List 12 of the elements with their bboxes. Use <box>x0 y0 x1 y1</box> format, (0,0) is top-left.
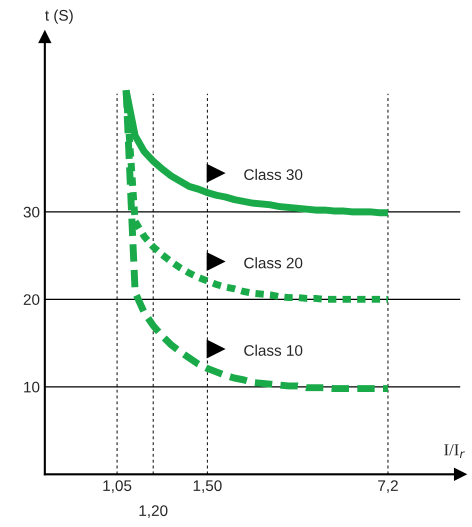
series-label: Class 10 <box>244 344 302 356</box>
x-tick-label: 1,50 <box>194 480 222 493</box>
y-axis-title: t (S) <box>45 10 73 24</box>
y-tick-label: 20 <box>24 294 40 306</box>
series-label: Class 20 <box>244 257 302 268</box>
x-tick-label: 1,05 <box>103 480 132 493</box>
y-tick-label: 30 <box>24 206 40 218</box>
y-tick-label: 10 <box>24 382 40 393</box>
x-tick-label: 1,20 <box>139 505 168 518</box>
series-label: Class 30 <box>244 168 302 180</box>
x-axis-title: I/I$_{r}$ <box>444 444 465 458</box>
x-tick-label: 7,2 <box>378 480 398 493</box>
